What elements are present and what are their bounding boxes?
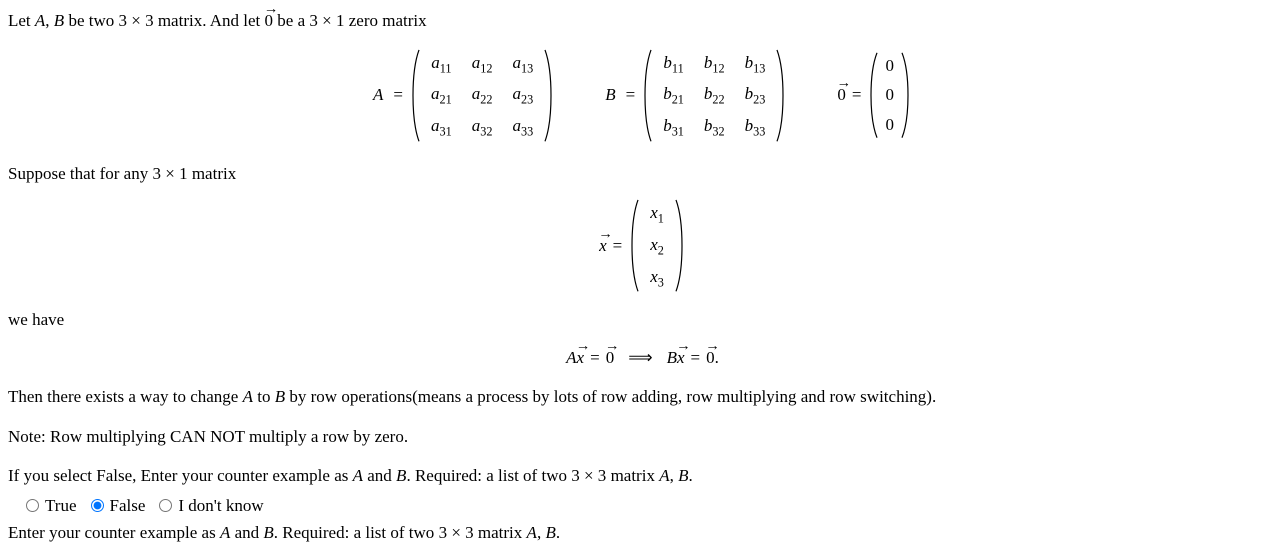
text: Suppose that for any bbox=[8, 164, 152, 183]
answer-radio-group: True False I don't know bbox=[20, 493, 1277, 519]
var-B: B bbox=[678, 466, 688, 485]
we-have-line: we have bbox=[8, 307, 1277, 333]
text: matrix. And let bbox=[154, 11, 265, 30]
var-A: A bbox=[353, 466, 363, 485]
zero-vector-body: 000 bbox=[879, 51, 900, 140]
dim: 3 × 3 bbox=[439, 523, 474, 542]
radio-false-label: False bbox=[110, 493, 152, 519]
equals: = bbox=[387, 82, 409, 108]
matrix-B-eq: B = b11b12b13b21b22b23b31b32b33 bbox=[605, 48, 787, 143]
label-x: →x bbox=[599, 233, 607, 259]
implies-arrow: ⟹ bbox=[614, 345, 666, 371]
if-false-line: If you select False, Enter your counter … bbox=[8, 463, 1277, 489]
left-paren bbox=[628, 198, 640, 293]
enter-line: Enter your counter example as A and B. R… bbox=[8, 520, 1277, 546]
text: If you select False, Enter your counter … bbox=[8, 466, 353, 485]
text: by row operations(means a process by lot… bbox=[285, 387, 936, 406]
right-paren bbox=[674, 198, 686, 293]
text: be two bbox=[64, 11, 118, 30]
label-A: A bbox=[373, 82, 387, 108]
var-B: B bbox=[275, 387, 285, 406]
period: . bbox=[556, 523, 560, 542]
right-paren bbox=[775, 48, 787, 143]
radio-true-label: True bbox=[45, 493, 83, 519]
matrix-A-body: a11a12a13a21a22a23a31a32a33 bbox=[421, 48, 543, 143]
dim: 3 × 3 bbox=[571, 466, 606, 485]
matrix-definitions: A = a11a12a13a21a22a23a31a32a33 B = b11b… bbox=[8, 48, 1277, 143]
radio-false[interactable] bbox=[91, 499, 104, 512]
comma: , bbox=[45, 11, 54, 30]
note-line: Note: Row multiplying CAN NOT multiply a… bbox=[8, 424, 1277, 450]
text: Then there exists a way to change bbox=[8, 387, 243, 406]
var-B: B bbox=[263, 523, 273, 542]
left-paren bbox=[641, 48, 653, 143]
intro-line-1: Let A, B be two 3 × 3 matrix. And let →0… bbox=[8, 8, 1277, 34]
dim: 3 × 3 bbox=[118, 11, 153, 30]
radio-idk[interactable] bbox=[159, 499, 172, 512]
var-B: B bbox=[545, 523, 555, 542]
x-vector-def: →x = x1x2x3 bbox=[8, 198, 1277, 293]
equals: = bbox=[620, 82, 642, 108]
dim: 3 × 1 bbox=[152, 164, 187, 183]
var-A: A bbox=[35, 11, 45, 30]
suppose-line: Suppose that for any 3 × 1 matrix bbox=[8, 161, 1277, 187]
zero: →0 bbox=[706, 345, 715, 371]
implication-equation: A→x = →0 ⟹ B→x = →0. bbox=[8, 345, 1277, 371]
var-B: B bbox=[54, 11, 64, 30]
radio-idk-label: I don't know bbox=[178, 493, 269, 519]
period: . bbox=[688, 466, 692, 485]
text: Let bbox=[8, 11, 35, 30]
dim: 3 × 1 bbox=[309, 11, 344, 30]
var-A: A bbox=[659, 466, 669, 485]
text: and bbox=[363, 466, 396, 485]
text: zero matrix bbox=[344, 11, 426, 30]
text: to bbox=[253, 387, 275, 406]
zero-vector: →0 bbox=[265, 8, 274, 34]
text: Enter your counter example as bbox=[8, 523, 220, 542]
left-paren bbox=[409, 48, 421, 143]
left-paren bbox=[867, 51, 879, 140]
right-paren bbox=[900, 51, 912, 140]
then-line: Then there exists a way to change A to B… bbox=[8, 384, 1277, 410]
text: matrix bbox=[606, 466, 659, 485]
label-zero: →0 bbox=[837, 82, 846, 108]
text: and bbox=[230, 523, 263, 542]
label-B: B bbox=[605, 82, 619, 108]
text: matrix bbox=[474, 523, 527, 542]
var-A: A bbox=[527, 523, 537, 542]
zero: →0 bbox=[606, 345, 615, 371]
x: →x bbox=[677, 345, 685, 371]
matrix-A-eq: A = a11a12a13a21a22a23a31a32a33 bbox=[373, 48, 555, 143]
radio-true[interactable] bbox=[26, 499, 39, 512]
matrix-B-body: b11b12b13b21b22b23b31b32b33 bbox=[653, 48, 775, 143]
var-B: B bbox=[396, 466, 406, 485]
var-A: A bbox=[243, 387, 253, 406]
text: . Required: a list of two bbox=[406, 466, 571, 485]
zero-vector-eq: →0 = 000 bbox=[837, 51, 912, 140]
text: matrix bbox=[188, 164, 237, 183]
x-vector-body: x1x2x3 bbox=[640, 198, 674, 293]
text: be a bbox=[273, 11, 309, 30]
right-paren bbox=[543, 48, 555, 143]
x: →x bbox=[577, 345, 585, 371]
var-A: A bbox=[220, 523, 230, 542]
text: . Required: a list of two bbox=[274, 523, 439, 542]
comma: , bbox=[670, 466, 679, 485]
